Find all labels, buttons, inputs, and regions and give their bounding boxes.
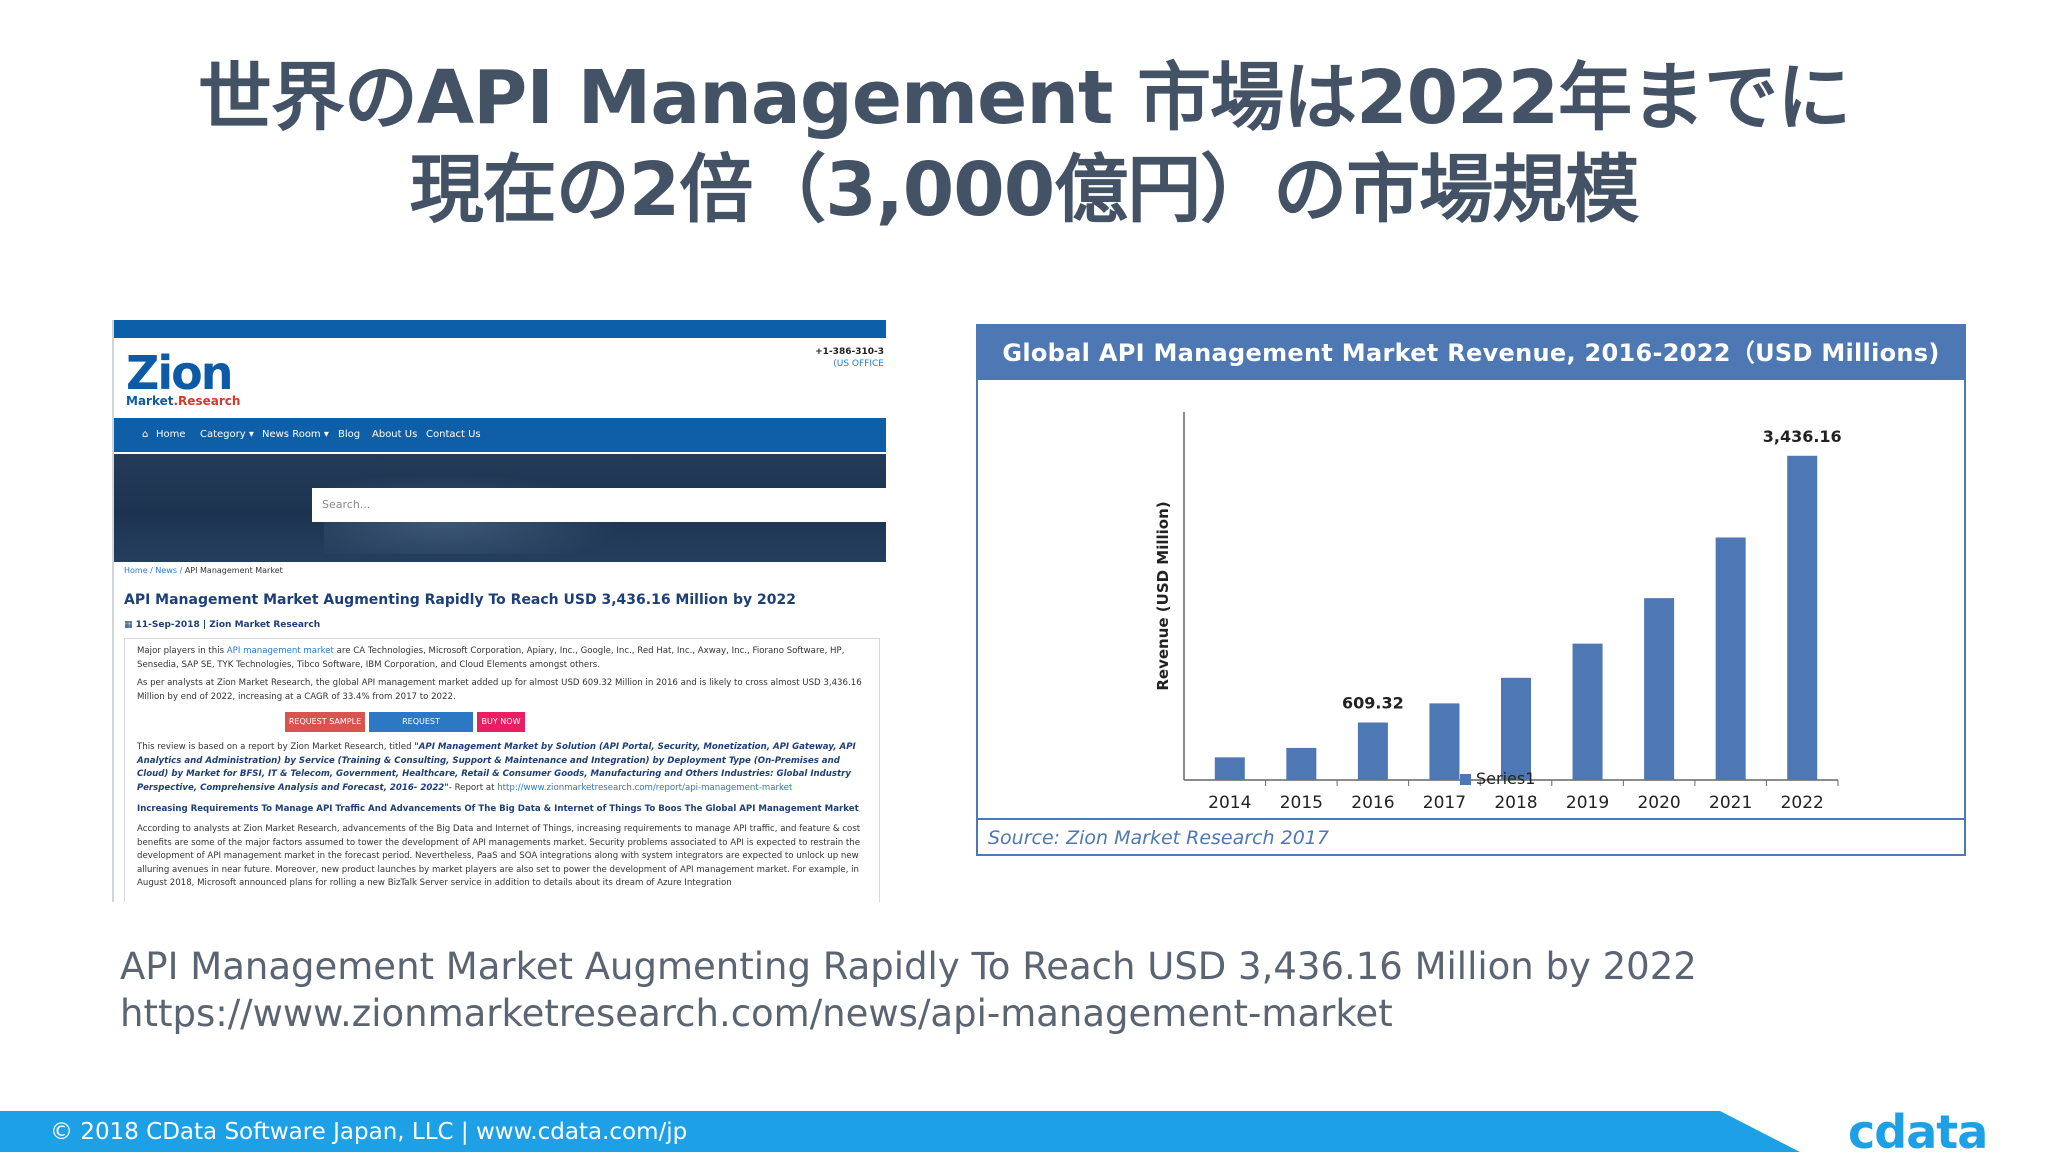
article-meta: ▦ 11-Sep-2018 | Zion Market Research — [124, 620, 320, 630]
caption-headline: API Management Market Augmenting Rapidly… — [120, 945, 1697, 988]
para1-text-a: Major players in this — [137, 646, 227, 656]
x-tick-label-2017: 2017 — [1423, 793, 1466, 813]
buy-now-button[interactable]: BUY NOW — [477, 712, 525, 732]
footer-copyright: © 2018 CData Software Japan, LLC | www.c… — [50, 1119, 688, 1145]
title-line-1: 世界のAPI Management 市場は2022年までに — [197, 55, 1851, 141]
data-label-2016: 609.32 — [1342, 694, 1404, 713]
footer: © 2018 CData Software Japan, LLC | www.c… — [0, 1107, 2048, 1157]
site-nav: ⌂ Home Category ▾ News Room ▾ Blog About… — [114, 418, 886, 452]
nav-news-room[interactable]: News Room ▾ — [262, 429, 329, 440]
para3-link[interactable]: http://www.zionmarketresearch.com/report… — [497, 782, 793, 793]
logo-sub-market: Market — [126, 394, 174, 408]
nav-home-icon: ⌂ — [142, 429, 149, 440]
para1-link[interactable]: API management market — [226, 646, 334, 656]
bar-2021 — [1715, 537, 1746, 780]
zion-logo: Zion Market.Research — [126, 348, 256, 414]
bar-2022 — [1787, 455, 1818, 780]
data-label-2022: 3,436.16 — [1763, 427, 1842, 446]
site-top-bar — [114, 320, 886, 338]
article-para-1: Major players in this API management mar… — [137, 645, 869, 672]
article-para-3: This review is based on a report by Zion… — [137, 741, 869, 795]
para3-text-b: - Report at — [448, 782, 498, 793]
site-phone: +1-386-310-3 — [815, 347, 884, 357]
bar-2018 — [1501, 677, 1531, 780]
request-sample-button[interactable]: REQUEST SAMPLE — [285, 712, 365, 732]
article-para-2: As per analysts at Zion Market Research,… — [137, 678, 862, 702]
para1-text-b: are CA Technologies, Microsoft Corporati… — [137, 646, 845, 670]
article-headline: API Management Market Augmenting Rapidly… — [124, 592, 796, 608]
legend-swatch — [1460, 774, 1471, 785]
chart-plot: Revenue (USD Million) 2014 2015 2016 609.32 2… — [1154, 412, 1842, 813]
chart-source: Source: Zion Market Research 2017 — [978, 818, 1964, 854]
calendar-icon: ▦ — [124, 620, 136, 630]
bar-2020 — [1644, 598, 1675, 780]
site-contact: +1-386-310-3 (US OFFICE — [815, 346, 884, 370]
x-tick-label-2015: 2015 — [1280, 793, 1323, 813]
bar-2019 — [1572, 643, 1603, 780]
nav-home[interactable]: Home — [156, 429, 186, 440]
bar-2016 — [1357, 722, 1388, 780]
site-search-input[interactable]: Search... — [312, 488, 886, 522]
nav-about[interactable]: About Us — [372, 429, 418, 440]
article-date-source: 11-Sep-2018 | Zion Market Research — [135, 620, 321, 630]
title-line-2: 現在の2倍（3,000億円）の市場規模 — [409, 147, 1640, 233]
zion-logo-sub: Market.Research — [126, 394, 256, 408]
breadcrumb-current: API Management Market — [184, 566, 283, 575]
nav-contact[interactable]: Contact Us — [426, 429, 481, 440]
x-tick-label-2019: 2019 — [1566, 793, 1609, 813]
x-tick-label-2020: 2020 — [1637, 793, 1680, 813]
footer-band — [0, 1111, 1800, 1152]
legend-label: Series1 — [1476, 769, 1535, 788]
x-tick-label-2016: 2016 — [1351, 793, 1394, 813]
article-body: Major players in this API management mar… — [124, 638, 880, 902]
bar-2017 — [1429, 703, 1460, 780]
para3-text-a: This review is based on a report by Zion… — [137, 742, 415, 752]
para3-report-title: "API Management Market by Solution (API … — [137, 742, 856, 793]
market-revenue-chart: Global API Management Market Revenue, 20… — [976, 324, 1966, 856]
bar-2014 — [1214, 757, 1245, 780]
cdata-logo: cdata — [1848, 1105, 1988, 1159]
website-screenshot: +1-386-310-3 (US OFFICE Zion Market.Rese… — [112, 320, 886, 902]
y-axis-label: Revenue (USD Million) — [1154, 501, 1172, 690]
x-tick-label-2022: 2022 — [1781, 793, 1824, 813]
breadcrumb: Home / News / API Management Market — [124, 566, 283, 575]
nav-blog[interactable]: Blog — [338, 429, 361, 440]
site-office: (US OFFICE — [833, 359, 884, 369]
nav-category[interactable]: Category ▾ — [200, 429, 254, 440]
article-para-4: According to analysts at Zion Market Res… — [137, 824, 861, 889]
x-tick-label-2021: 2021 — [1709, 793, 1752, 813]
logo-sub-research: .Research — [173, 394, 241, 408]
breadcrumb-home[interactable]: Home — [124, 566, 148, 575]
bar-2015 — [1286, 747, 1317, 780]
breadcrumb-news[interactable]: News — [155, 566, 178, 575]
x-tick-label-2018: 2018 — [1494, 793, 1537, 813]
x-tick-label-2014: 2014 — [1208, 793, 1251, 813]
request-customization-button[interactable]: REQUEST CUSTOMIZATION — [369, 712, 473, 746]
chart-title: Global API Management Market Revenue, 20… — [978, 326, 1964, 380]
zion-logo-word: Zion — [126, 346, 233, 400]
caption-url: https://www.zionmarketresearch.com/news/… — [120, 992, 1393, 1035]
article-subheading: Increasing Requirements To Manage API Tr… — [137, 804, 859, 814]
slide-title: 世界のAPI Management 市場は2022年までに 現在の2倍（3,00… — [0, 52, 2048, 236]
